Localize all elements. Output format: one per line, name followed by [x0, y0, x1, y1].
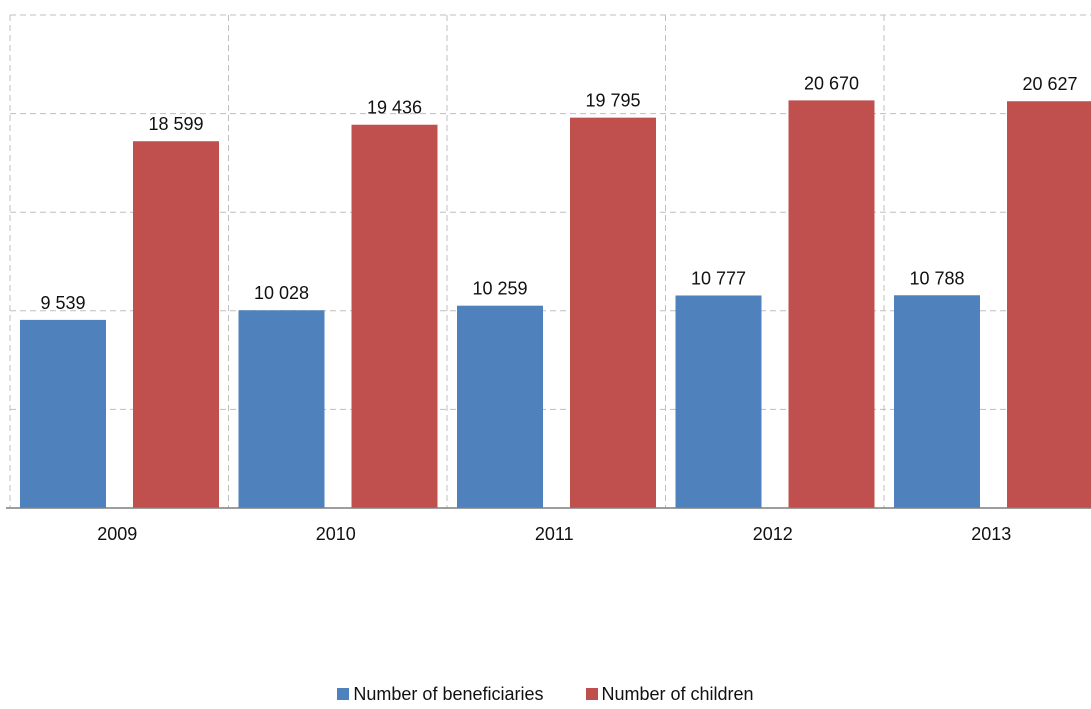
- x-tick-label: 2011: [535, 524, 574, 544]
- bar-beneficiaries-2011: [457, 305, 543, 508]
- legend-swatch-beneficiaries: [337, 688, 350, 700]
- value-labels: 9 539 10 028 10 259 10 777 10 788 18 599 19 43…: [40, 73, 1077, 313]
- bar-beneficiaries-2012: [675, 295, 762, 508]
- data-label: 20 627: [1022, 74, 1077, 94]
- data-label: 19 795: [585, 91, 640, 111]
- bar-children-2010: [351, 124, 438, 508]
- data-label: 20 670: [804, 73, 859, 93]
- data-label: 19 436: [367, 98, 422, 118]
- bars: [20, 100, 1091, 508]
- data-label: 10 788: [909, 268, 964, 288]
- data-label: 18 599: [148, 114, 203, 134]
- legend: Number of beneficiaries Number of childr…: [0, 682, 1091, 706]
- legend-item-children: Number of children: [585, 683, 754, 705]
- bar-children-2011: [570, 117, 656, 508]
- legend-item-beneficiaries: Number of beneficiaries: [337, 683, 544, 705]
- bar-children-2009: [133, 141, 219, 508]
- bar-children-2013: [1007, 101, 1091, 508]
- legend-label-beneficiaries: Number of beneficiaries: [353, 683, 544, 704]
- data-label: 10 777: [691, 268, 746, 288]
- bar-beneficiaries-2010: [238, 310, 325, 508]
- bar-children-2012: [788, 100, 875, 508]
- data-label: 10 259: [472, 279, 527, 299]
- data-label: 10 028: [254, 283, 309, 303]
- x-tick-label: 2012: [753, 524, 793, 544]
- bar-beneficiaries-2013: [894, 295, 980, 508]
- x-axis: 2009 2010 2011 2012 2013: [6, 507, 1091, 544]
- legend-swatch-children: [585, 688, 598, 700]
- x-tick-label: 2013: [971, 524, 1011, 544]
- data-label: 9 539: [40, 293, 85, 313]
- bar-beneficiaries-2009: [20, 319, 106, 508]
- legend-label-children: Number of children: [601, 683, 754, 704]
- x-tick-label: 2010: [316, 524, 356, 544]
- x-tick-label: 2009: [97, 524, 137, 544]
